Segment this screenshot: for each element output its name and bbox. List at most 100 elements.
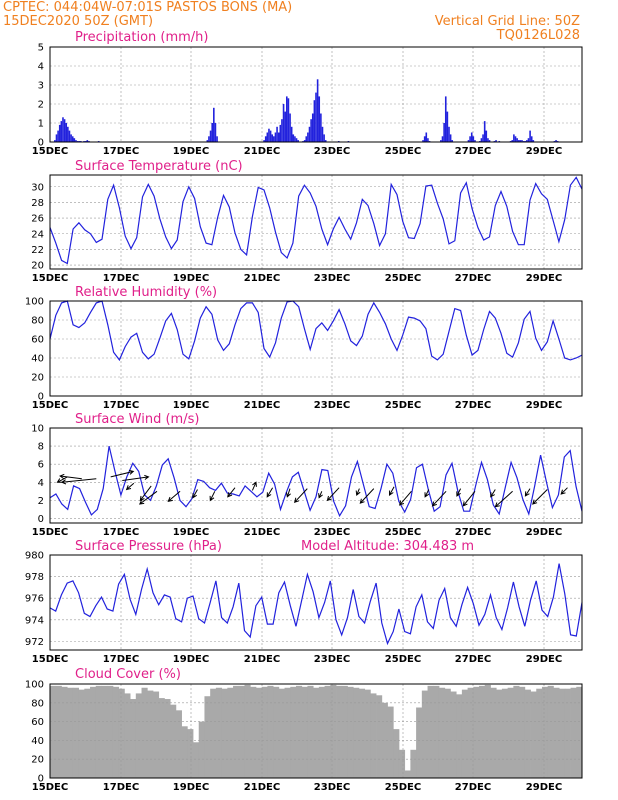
cloud-cover-bar xyxy=(170,704,177,778)
wind-arrow xyxy=(138,490,158,505)
wind-y-tick: 2 xyxy=(38,496,44,507)
pressure-title: Surface Pressure (hPa) xyxy=(75,539,222,554)
humidity-x-tick: 27DEC xyxy=(455,400,491,411)
pressure-x-tick: 29DEC xyxy=(526,654,562,665)
cloud-cover-bar xyxy=(473,686,480,778)
humidity-line xyxy=(49,300,583,362)
precipitation-bar xyxy=(495,140,497,142)
temperature-x-tick: 17DEC xyxy=(103,273,139,284)
precipitation-bar xyxy=(448,126,450,142)
cloud-cover-bar xyxy=(141,687,148,778)
precipitation-bar xyxy=(62,117,64,142)
wind-arrow xyxy=(167,490,181,502)
cloud-cover-bar xyxy=(187,729,194,778)
cloud-cover-bar xyxy=(267,685,274,778)
precipitation-bar xyxy=(264,136,267,142)
cloud-cover-y-tick: 0 xyxy=(38,774,44,785)
humidity-y-tick: 80 xyxy=(31,316,44,327)
precipitation-bar xyxy=(467,140,470,142)
temperature-x-tick: 19DEC xyxy=(173,273,209,284)
cloud-cover-bar xyxy=(135,693,142,778)
precipitation-y-tick: 1 xyxy=(38,119,44,130)
cloud-cover-bar xyxy=(421,690,428,778)
cloud-cover-bar xyxy=(118,688,125,778)
cloud-cover-bar xyxy=(541,686,549,778)
cloud-cover-bar xyxy=(307,685,314,778)
cloud-cover-bar xyxy=(513,685,520,778)
cloud-cover-bar xyxy=(130,699,137,778)
precipitation-bar xyxy=(527,138,530,142)
cloud-cover-bar xyxy=(570,687,577,778)
wind-x-tick: 21DEC xyxy=(244,527,280,538)
cloud-cover-bar xyxy=(524,689,531,778)
pressure-y-tick: 980 xyxy=(25,551,44,562)
cloud-cover-bar xyxy=(112,686,120,778)
wind-arrow xyxy=(227,487,236,498)
wind-x-tick: 27DEC xyxy=(455,527,491,538)
temperature-title: Surface Temperature (nC) xyxy=(75,159,243,174)
cloud-cover-y-tick: 40 xyxy=(31,736,44,747)
cloud-cover-bar xyxy=(313,687,320,778)
pressure-panel: 972 974 976 978 980 15DEC 17DEC 19DEC 21DEC 23DEC… xyxy=(25,539,583,665)
wind-arrow xyxy=(110,469,135,478)
pressure-x-tick: 27DEC xyxy=(455,654,491,665)
cloud-cover-bar xyxy=(244,684,251,778)
pressure-y-tick: 972 xyxy=(25,637,44,648)
precipitation-bar xyxy=(214,123,217,142)
cloud-cover-bar xyxy=(370,693,377,778)
wind-arrow xyxy=(59,473,82,480)
cloud-cover-bar xyxy=(215,687,223,778)
precipitation-bar xyxy=(323,134,325,142)
cloud-cover-bar xyxy=(290,686,297,778)
cloud-cover-y-tick: 80 xyxy=(31,698,44,709)
precipitation-bar xyxy=(303,140,306,142)
humidity-frame xyxy=(49,300,583,397)
cloud-cover-bar xyxy=(438,687,446,778)
cloud-cover-title: Cloud Cover (%) xyxy=(75,667,181,682)
wind-arrow xyxy=(139,485,152,502)
cloud-cover-bar xyxy=(61,686,68,778)
precipitation-bar xyxy=(517,140,520,142)
precipitation-bar xyxy=(441,136,444,142)
wind-title: Surface Wind (m/s) xyxy=(75,412,199,427)
cloud-cover-bar xyxy=(381,702,388,778)
precipitation-x-tick: 17DEC xyxy=(103,146,139,157)
cloud-cover-bar xyxy=(107,685,114,778)
wind-arrow xyxy=(388,486,395,496)
wind-arrow xyxy=(494,490,513,508)
cloud-cover-bar xyxy=(336,685,343,778)
cloud-cover-x-tick: 27DEC xyxy=(455,782,491,793)
precipitation-x-tick: 19DEC xyxy=(173,146,209,157)
humidity-y-tick: 0 xyxy=(38,392,44,403)
precipitation-bar xyxy=(286,96,288,142)
precipitation-bar xyxy=(532,140,535,142)
precipitation-bar xyxy=(281,119,283,142)
cloud-cover-bar xyxy=(507,687,514,778)
humidity-y-tick: 40 xyxy=(31,354,44,365)
precipitation-bar xyxy=(58,124,61,142)
pressure-x-tick: 25DEC xyxy=(385,654,421,665)
precipitation-bar xyxy=(324,140,327,142)
cloud-cover-bar xyxy=(547,685,554,778)
cloud-cover-bar xyxy=(387,706,394,778)
precipitation-bar xyxy=(277,132,280,142)
cloud-cover-bar xyxy=(347,686,354,778)
wind-arrow xyxy=(318,491,323,499)
precipitation-bar xyxy=(526,140,528,142)
cloud-cover-bar xyxy=(519,686,526,778)
precipitation-bar xyxy=(289,113,291,142)
humidity-x-tick: 23DEC xyxy=(314,400,350,411)
cloud-cover-bar xyxy=(501,688,509,778)
precipitation-bar xyxy=(521,140,523,142)
precipitation-bar xyxy=(446,111,449,142)
wind-x-tick: 15DEC xyxy=(32,527,68,538)
model-altitude-label: Model Altitude: 304.483 m xyxy=(301,539,474,554)
precipitation-bar xyxy=(485,130,488,142)
cloud-cover-bar xyxy=(484,684,491,778)
cloud-cover-bar xyxy=(410,749,417,778)
wind-frame xyxy=(49,427,583,524)
precipitation-bar xyxy=(273,136,275,142)
cloud-cover-bar xyxy=(536,688,543,778)
cloud-cover-bar xyxy=(233,685,240,778)
precipitation-bar xyxy=(213,107,215,142)
